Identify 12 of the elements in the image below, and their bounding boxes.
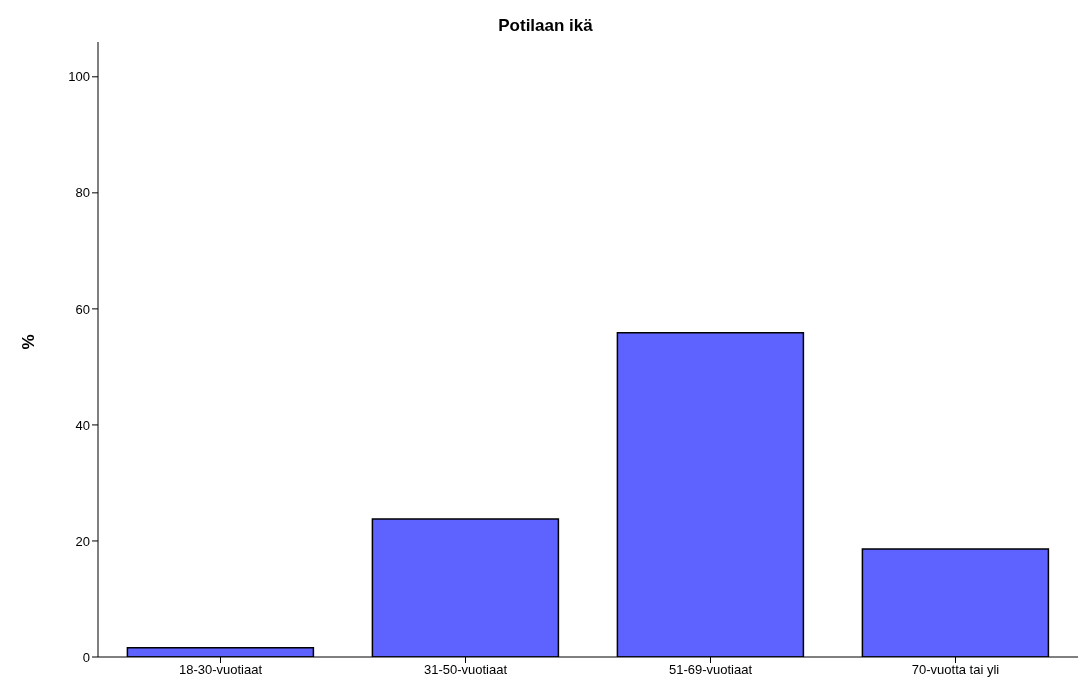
y-tick-label: 40 [75, 417, 90, 433]
y-tick-label: 20 [75, 533, 90, 549]
x-tick-label: 18-30-vuotiaat [178, 662, 263, 678]
x-tick-label: 31-50-vuotiaat [423, 662, 508, 678]
y-tick-label: 0 [82, 649, 90, 665]
x-tick-label: 51-69-vuotiaat [668, 662, 753, 678]
y-tick-label: 60 [75, 301, 90, 317]
y-axis-title: % [19, 334, 39, 350]
y-tick-label: 80 [75, 185, 90, 201]
chart-title: Potilaan ikä [497, 16, 594, 36]
y-tick-label: 100 [68, 69, 90, 85]
x-tick-label: 70-vuotta tai yli [911, 662, 1000, 678]
